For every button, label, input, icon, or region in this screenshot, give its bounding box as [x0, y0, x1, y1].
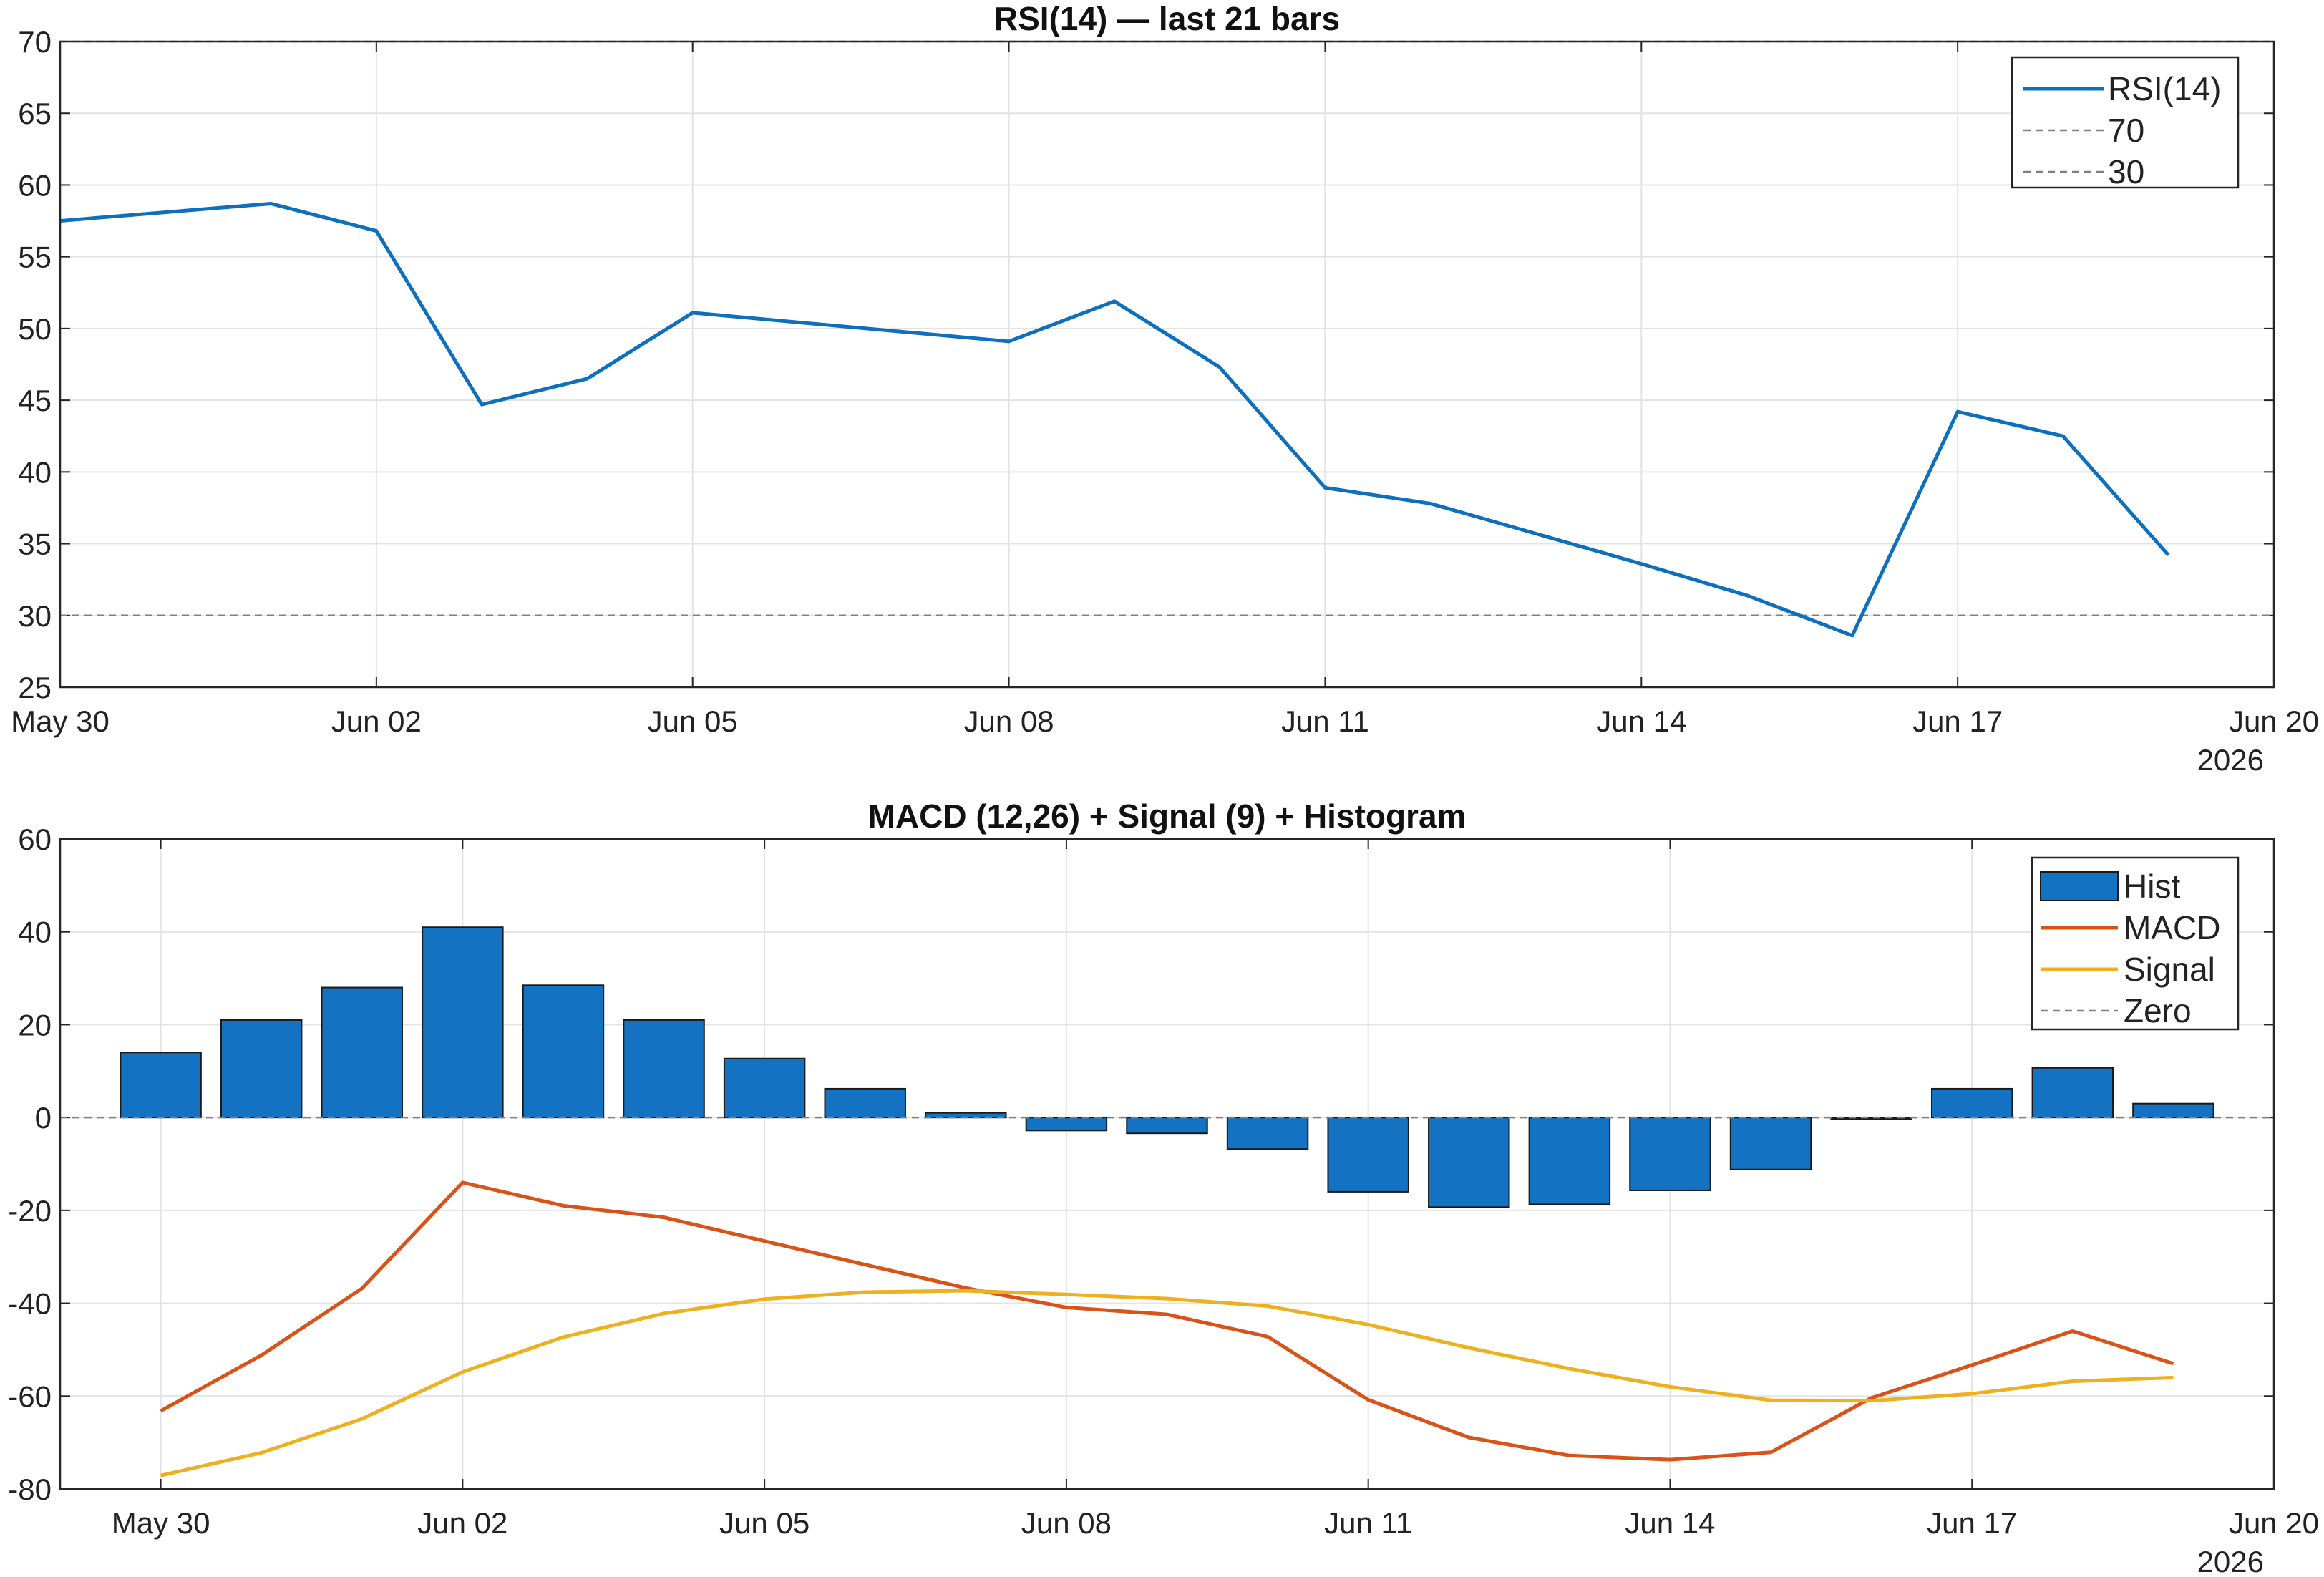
hist-bar — [623, 1020, 704, 1117]
x-tick-label: Jun 08 — [964, 704, 1054, 738]
y-tick-label: -40 — [8, 1287, 52, 1321]
hist-bar — [523, 985, 603, 1117]
x-tick-label: Jun 11 — [1281, 704, 1369, 738]
hist-bar — [1731, 1117, 1811, 1170]
legend-swatch-hist — [2041, 872, 2118, 901]
y-tick-label: 30 — [18, 599, 52, 633]
plot-area — [60, 839, 2274, 1489]
x-tick-label: Jun 20 — [2229, 704, 2319, 738]
plot-area — [60, 42, 2274, 687]
y-tick-label: 40 — [18, 455, 52, 489]
rsi-chart-title: RSI(14) — last 21 bars — [994, 0, 1340, 37]
legend-entry: RSI(14) — [2108, 70, 2221, 107]
y-tick-label: 40 — [18, 916, 52, 949]
hist-bar — [1026, 1117, 1107, 1130]
hist-bar — [422, 927, 502, 1117]
macd-legend: Hist MACD Signal Zero — [2032, 858, 2238, 1029]
hist-bar — [1127, 1117, 1207, 1133]
hist-bar — [1932, 1089, 2012, 1117]
rsi-panel: 25 30 35 40 45 50 55 60 65 70 May 30 Jun 02 Jun 05 Ju… — [11, 0, 2319, 777]
hist-bar — [1328, 1117, 1408, 1192]
rsi-legend: RSI(14) 70 30 — [2012, 57, 2238, 190]
hist-bar — [1630, 1117, 1710, 1190]
legend-entry: Hist — [2124, 868, 2180, 905]
x-tick-label: Jun 11 — [1324, 1506, 1412, 1540]
legend-entry: Zero — [2124, 992, 2192, 1029]
hist-bar — [1227, 1117, 1308, 1149]
x-tick-label: Jun 05 — [719, 1506, 809, 1540]
y-tick-label: 20 — [18, 1008, 52, 1042]
y-tick-label: 45 — [18, 384, 52, 417]
x-tick-label: Jun 02 — [331, 704, 422, 738]
x-tick-label: Jun 17 — [1927, 1506, 2017, 1540]
y-tick-label: 25 — [18, 671, 52, 704]
y-tick-label: 35 — [18, 528, 52, 561]
y-tick-label: 60 — [18, 168, 52, 202]
y-tick-label: 60 — [18, 823, 52, 856]
legend-entry: MACD — [2124, 909, 2220, 946]
x-tick-label: Jun 05 — [648, 704, 738, 738]
x-year-label: 2026 — [2197, 1545, 2264, 1573]
legend-entry: 30 — [2108, 153, 2144, 190]
x-tick-label: Jun 14 — [1596, 704, 1686, 738]
y-tick-label: 65 — [18, 97, 52, 130]
y-tick-label: 70 — [18, 25, 52, 59]
y-tick-label: 50 — [18, 312, 52, 346]
y-tick-label: -20 — [8, 1194, 52, 1228]
legend-entry: Signal — [2124, 951, 2215, 988]
y-tick-label: 55 — [18, 241, 52, 274]
hist-bar — [825, 1089, 905, 1117]
x-tick-label: Jun 08 — [1021, 1506, 1112, 1540]
hist-bar — [724, 1059, 804, 1117]
hist-bar — [1429, 1117, 1509, 1207]
x-year-label: 2026 — [2197, 743, 2264, 777]
x-tick-label: Jun 17 — [1912, 704, 2003, 738]
x-tick-label: Jun 14 — [1625, 1506, 1715, 1540]
legend-entry: 70 — [2108, 112, 2144, 149]
y-tick-label: -80 — [8, 1472, 52, 1506]
x-tick-label: Jun 20 — [2229, 1506, 2319, 1540]
hist-bar — [1530, 1117, 1610, 1204]
hist-bar — [322, 988, 402, 1118]
macd-panel: -80 -60 -40 -20 0 20 40 60 May 30 Jun 02 Jun 05 Jun… — [8, 797, 2319, 1573]
x-tick-label: May 30 — [112, 1506, 210, 1540]
x-tick-label: May 30 — [11, 704, 110, 738]
hist-bar — [2033, 1068, 2113, 1117]
hist-bar — [221, 1020, 301, 1117]
hist-bar — [120, 1052, 200, 1117]
y-tick-label: -60 — [8, 1379, 52, 1413]
y-tick-label: 0 — [35, 1101, 52, 1135]
hist-bar — [2133, 1104, 2213, 1117]
macd-chart-title: MACD (12,26) + Signal (9) + Histogram — [868, 797, 1467, 835]
x-tick-label: Jun 02 — [417, 1506, 507, 1540]
